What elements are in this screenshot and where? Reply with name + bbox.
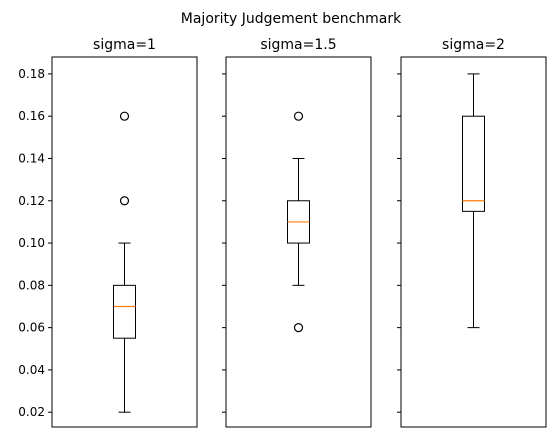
y-tick-label: 0.16: [18, 109, 45, 123]
outlier-point: [293, 323, 304, 333]
y-tick-label: 0.02: [18, 405, 45, 419]
y-tick-label: 0.04: [18, 363, 45, 377]
panel-2: sigma=1.5: [222, 37, 372, 428]
axes-frame: [400, 56, 547, 428]
iqr-box: [462, 115, 485, 212]
axes-frame: [51, 56, 198, 428]
panel-title: sigma=1: [93, 37, 156, 53]
y-tick-label: 0.08: [18, 278, 45, 292]
panel-1: sigma=1 0.02 0.04 0.06 0.08 0.10 0.12 0.14 0.16 0…: [18, 37, 198, 428]
panels-group: sigma=1 0.02 0.04 0.06 0.08 0.10 0.12 0.14 0.16 0…: [18, 37, 547, 428]
outlier-point: [119, 111, 130, 121]
outlier-point: [293, 111, 304, 121]
figure-title: Majority Judgement benchmark: [181, 11, 402, 27]
y-tick-label: 0.14: [18, 151, 45, 165]
iqr-box: [113, 284, 136, 339]
axes-frame: [225, 56, 372, 428]
panel-3: sigma=2: [397, 37, 547, 428]
y-tick-label: 0.18: [18, 67, 45, 81]
panel-title: sigma=2: [442, 37, 505, 53]
y-tick-label: 0.12: [18, 194, 45, 208]
y-tick-label: 0.06: [18, 321, 45, 335]
y-tick-label: 0.10: [18, 236, 45, 250]
outlier-point: [119, 196, 130, 206]
panel-title: sigma=1.5: [260, 37, 336, 53]
